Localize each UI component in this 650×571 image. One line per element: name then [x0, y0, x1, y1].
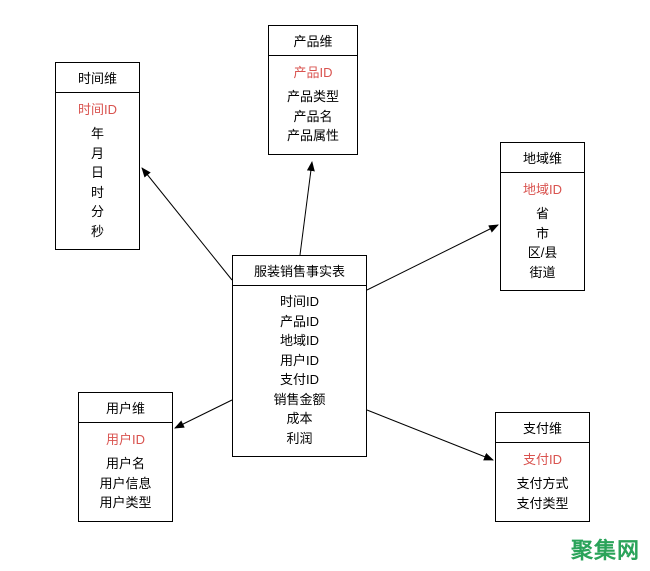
payment-dim-title: 支付维 [496, 413, 589, 443]
user-dim-body: 用户ID 用户名 用户信息 用户类型 [79, 423, 172, 521]
user-dim-title: 用户维 [79, 393, 172, 423]
time-field: 分 [64, 202, 131, 222]
product-field: 产品名 [277, 107, 349, 127]
time-field: 秒 [64, 222, 131, 242]
fact-field: 用户ID [241, 351, 358, 371]
fact-field: 利润 [241, 429, 358, 449]
watermark-text: 聚集网 [571, 533, 640, 565]
edge-fact-region [367, 225, 498, 290]
fact-table-body: 时间ID 产品ID 地域ID 用户ID 支付ID 销售金额 成本 利润 [233, 286, 366, 456]
product-field: 产品属性 [277, 126, 349, 146]
edge-fact-user [175, 400, 232, 428]
user-dim-box: 用户维 用户ID 用户名 用户信息 用户类型 [78, 392, 173, 522]
payment-dim-box: 支付维 支付ID 支付方式 支付类型 [495, 412, 590, 522]
region-dim-title: 地域维 [501, 143, 584, 173]
product-dim-title: 产品维 [269, 26, 357, 56]
product-dim-body: 产品ID 产品类型 产品名 产品属性 [269, 56, 357, 154]
region-field: 区/县 [509, 243, 576, 263]
user-dim-key: 用户ID [87, 429, 164, 448]
payment-dim-key: 支付ID [504, 449, 581, 468]
time-dim-key: 时间ID [64, 99, 131, 118]
fact-field: 地域ID [241, 331, 358, 351]
fact-table-box: 服装销售事实表 时间ID 产品ID 地域ID 用户ID 支付ID 销售金额 成本… [232, 255, 367, 457]
region-field: 街道 [509, 263, 576, 283]
payment-field: 支付类型 [504, 494, 581, 514]
fact-field: 成本 [241, 409, 358, 429]
region-dim-key: 地域ID [509, 179, 576, 198]
product-dim-box: 产品维 产品ID 产品类型 产品名 产品属性 [268, 25, 358, 155]
time-dim-box: 时间维 时间ID 年 月 日 时 分 秒 [55, 62, 140, 250]
time-field: 日 [64, 163, 131, 183]
region-dim-box: 地域维 地域ID 省 市 区/县 街道 [500, 142, 585, 291]
fact-field: 时间ID [241, 292, 358, 312]
user-field: 用户名 [87, 454, 164, 474]
payment-field: 支付方式 [504, 474, 581, 494]
fact-field: 产品ID [241, 312, 358, 332]
time-field: 月 [64, 144, 131, 164]
user-field: 用户信息 [87, 474, 164, 494]
edge-fact-payment [367, 410, 493, 460]
product-dim-key: 产品ID [277, 62, 349, 81]
fact-table-title: 服装销售事实表 [233, 256, 366, 286]
fact-field: 支付ID [241, 370, 358, 390]
time-dim-body: 时间ID 年 月 日 时 分 秒 [56, 93, 139, 249]
product-field: 产品类型 [277, 87, 349, 107]
fact-field: 销售金额 [241, 390, 358, 410]
payment-dim-body: 支付ID 支付方式 支付类型 [496, 443, 589, 521]
region-dim-body: 地域ID 省 市 区/县 街道 [501, 173, 584, 290]
user-field: 用户类型 [87, 493, 164, 513]
time-dim-title: 时间维 [56, 63, 139, 93]
time-field: 年 [64, 124, 131, 144]
edge-fact-time [142, 168, 232, 280]
region-field: 省 [509, 204, 576, 224]
edge-fact-product [300, 162, 312, 255]
time-field: 时 [64, 183, 131, 203]
region-field: 市 [509, 224, 576, 244]
